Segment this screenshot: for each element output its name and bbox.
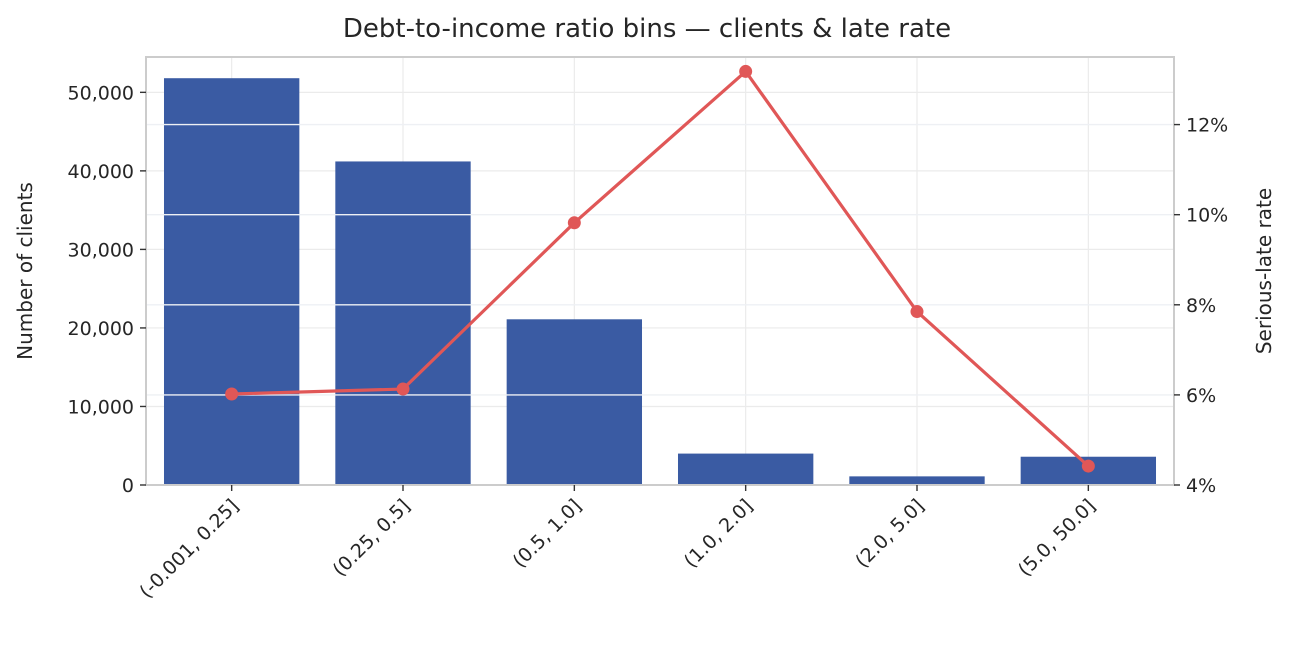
x-axis-ticks: (-0.001, 0.25] (0.25, 0.5] (0.5, 1.0] (1.0,… — [135, 485, 1100, 603]
left-axis-ticks: 0 10,000 20,000 30,000 40,000 50,000 — [68, 82, 146, 497]
right-grid-lines — [146, 123, 1174, 486]
y-tick-label: 10,000 — [68, 396, 134, 418]
line-point — [910, 305, 924, 319]
y-tick-label: 50,000 — [68, 82, 134, 104]
bar — [163, 78, 300, 485]
y-tick-label: 20,000 — [68, 318, 134, 340]
line-point — [225, 387, 239, 401]
y2-axis-title: Serious-late rate — [1252, 188, 1276, 354]
plot-frame — [145, 56, 1175, 486]
line-series — [225, 64, 1095, 473]
bar — [677, 453, 814, 485]
line-point — [739, 64, 753, 78]
bar-series — [163, 78, 1157, 486]
bar — [506, 319, 643, 485]
x-tick-label: (2.0, 5.0] — [851, 495, 928, 572]
y-tick-label: 0 — [122, 475, 134, 497]
axes-frame — [145, 56, 1175, 486]
y2-tick-label: 6% — [1186, 385, 1216, 407]
x-tick-label: (1.0, 2.0] — [680, 495, 757, 572]
line-point — [396, 382, 410, 396]
x-tick-label: (5.0, 50.0] — [1014, 495, 1100, 581]
y2-tick-label: 10% — [1186, 205, 1228, 227]
late-rate-line — [231, 69, 1090, 468]
line-point — [567, 216, 581, 230]
x-tick-label: (0.5, 1.0] — [509, 495, 586, 572]
grid-lines — [146, 57, 1174, 486]
bar — [849, 476, 985, 485]
y2-tick-label: 4% — [1186, 475, 1216, 497]
bar — [335, 161, 471, 486]
y-tick-label: 40,000 — [68, 161, 134, 183]
y2-tick-label: 12% — [1186, 115, 1228, 137]
chart-title: Debt-to-income ratio bins — clients & la… — [343, 14, 951, 44]
right-axis-ticks: 4% 6% 8% 10% 12% — [1174, 115, 1228, 497]
y-axis-title: Number of clients — [13, 182, 37, 360]
y2-tick-label: 8% — [1186, 295, 1216, 317]
x-tick-label: (0.25, 0.5] — [329, 495, 415, 581]
y-tick-label: 30,000 — [68, 239, 134, 261]
x-tick-label: (-0.001, 0.25] — [135, 495, 243, 603]
line-point — [1081, 459, 1095, 473]
